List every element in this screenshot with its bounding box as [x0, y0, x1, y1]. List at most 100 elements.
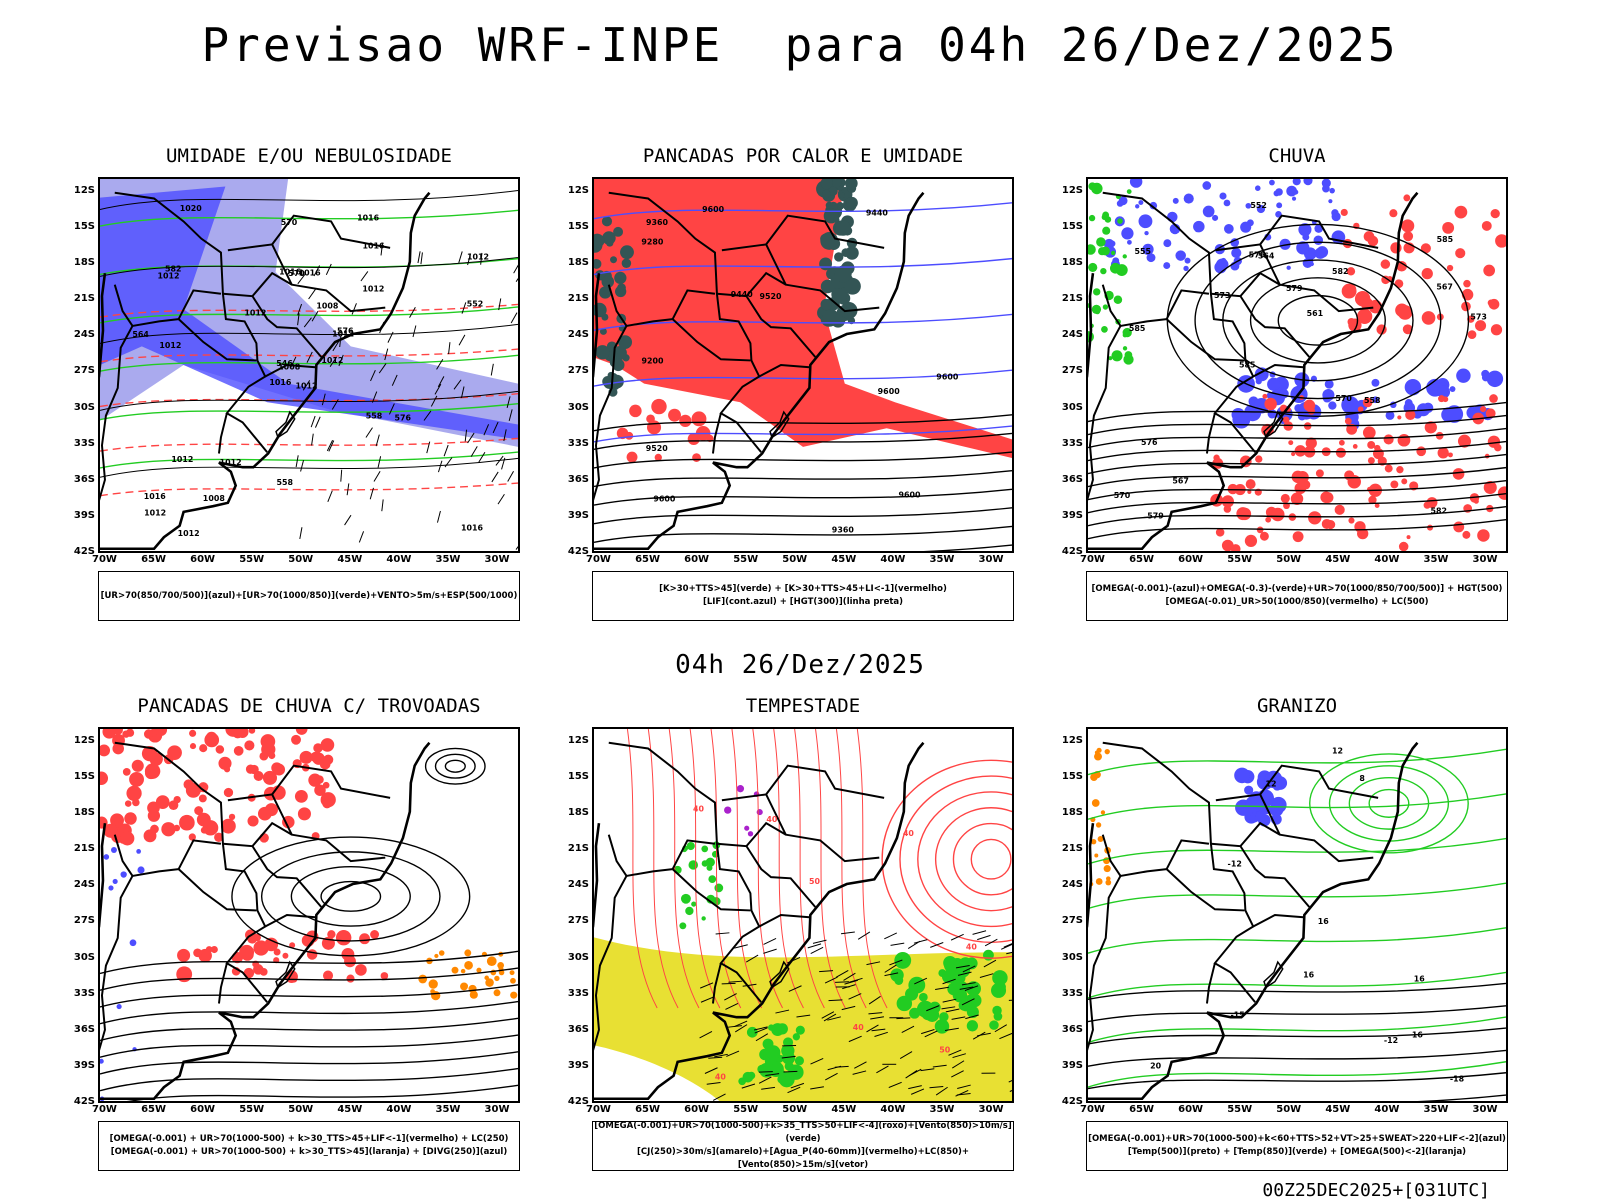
contour-value-label: 1008 — [203, 494, 226, 503]
streamline — [435, 754, 475, 778]
omega-blue-area — [1202, 181, 1211, 190]
thunderstorm-red-area — [126, 786, 141, 801]
thunderstorm-red-area — [298, 807, 311, 820]
longitude-label: 40W — [1374, 554, 1399, 565]
wind850-green-area — [989, 1020, 999, 1029]
contour-value-label: 552 — [1250, 201, 1267, 210]
wind-vector — [763, 949, 776, 953]
thunderstorm-orange-area — [434, 954, 438, 958]
wind850-green-area — [785, 1062, 794, 1071]
rain-red-area — [1246, 479, 1256, 489]
thunderstorm-red-area — [291, 735, 301, 745]
wind-vector — [977, 935, 990, 939]
panel-legend-2: [K>30+TTS>45](verde) + [K>30+TTS>45+LI<-… — [592, 571, 1014, 621]
country-border — [265, 915, 315, 926]
thunderstorm-orange-area — [494, 976, 499, 981]
divergence-blue-area — [108, 885, 113, 890]
panel-title-1: UMIDADE E/OU NEBULOSIDADE — [58, 145, 560, 167]
omega-blue-area — [1195, 228, 1200, 233]
latitude-label: 27S — [71, 915, 95, 926]
thunderstorm-red-area — [150, 825, 159, 834]
contour-value-label: 573 — [1470, 313, 1487, 322]
contour-value-label: 558 — [277, 478, 294, 487]
wind850-green-area — [691, 902, 696, 907]
thunderstorm-orange-area — [464, 961, 473, 970]
contour-value-label: 567 — [1436, 282, 1453, 291]
rain-red-area — [1397, 415, 1401, 419]
thunderstorm-red-area — [148, 810, 160, 822]
latitude-label: 33S — [565, 988, 589, 999]
longitude-label: 30W — [485, 1104, 510, 1115]
divergence-blue-area — [121, 871, 127, 877]
latitude-label: 24S — [565, 879, 589, 890]
rain-red-area — [1322, 519, 1332, 529]
thunderstorm-red-area — [224, 788, 233, 797]
wind-vector — [808, 944, 821, 948]
streamline — [445, 760, 465, 772]
latitude-label: 15S — [565, 771, 589, 782]
hgt300-contour — [594, 471, 1012, 487]
hgt300-contour — [594, 508, 1012, 524]
omega-green-area — [1100, 268, 1106, 274]
latitude-label: 33S — [565, 438, 589, 449]
map-canvas — [100, 729, 518, 1101]
heat-moisture-teal — [602, 216, 612, 226]
wind-vector — [811, 947, 823, 953]
rain-red-area — [1385, 465, 1393, 473]
thunderstorm-red-area — [247, 815, 258, 826]
temp500-contour — [1088, 1006, 1506, 1022]
longitude-label: 35W — [929, 1104, 954, 1115]
longitude-label: 60W — [684, 1104, 709, 1115]
panel-title-5: TEMPESTADE — [552, 695, 1054, 717]
longitude-label: 45W — [1325, 554, 1350, 565]
rain-red-area — [1483, 265, 1495, 277]
thunderstorm-red-area — [307, 949, 317, 959]
omega-blue-area — [1130, 179, 1142, 188]
rain-red-area — [1403, 231, 1413, 241]
latitude-label: 33S — [1059, 438, 1083, 449]
thunderstorm-red-area — [370, 930, 379, 939]
wind-arrow — [492, 472, 498, 482]
omega-green-area — [1089, 215, 1095, 221]
contour-value-label: 585 — [1437, 235, 1454, 244]
wind850-green-area — [992, 970, 1007, 985]
omega-green-area — [1111, 350, 1122, 361]
omega-blue-area — [1276, 202, 1282, 208]
thunderstorm-red-area — [322, 799, 331, 808]
wind850-green-area — [738, 1077, 746, 1085]
wind850-green-area — [943, 956, 957, 970]
rain-red-area — [1477, 529, 1489, 541]
contour-value-label: 1012 — [144, 508, 166, 517]
instability-red-area — [679, 415, 691, 427]
omega-green-area — [1088, 244, 1096, 254]
omega-blue-area — [1135, 204, 1139, 208]
longitude-label: 35W — [1423, 554, 1448, 565]
wind850-green-area — [688, 860, 698, 869]
thunderstorm-red-area — [100, 772, 108, 785]
heat-moisture-teal — [821, 299, 832, 310]
longitude-label: 65W — [141, 554, 166, 565]
contour-value-label: 1012 — [171, 455, 193, 464]
heat-moisture-teal — [835, 220, 850, 235]
wind850-green-area — [679, 922, 686, 929]
thunderstorm-red-area — [274, 949, 281, 956]
contour-value-label: 12 — [1266, 779, 1277, 788]
omega500-orange-area — [1105, 880, 1111, 886]
omega-green-area — [1114, 295, 1123, 304]
rain-red-area — [1335, 505, 1345, 515]
thunderstorm-red-area — [346, 975, 354, 983]
divergence-blue-area — [130, 939, 137, 946]
streamline — [262, 852, 440, 941]
contour-value-label: 40 — [715, 1072, 727, 1081]
rain-red-area — [1262, 394, 1267, 399]
omega-blue-area — [1456, 368, 1470, 382]
contour-value-label: 1012 — [220, 458, 242, 467]
longitude-label: 50W — [782, 554, 807, 565]
contour-value-label: 1016 — [269, 378, 292, 387]
contour-value-label: 555 — [1135, 247, 1152, 256]
latitude-label: 36S — [71, 1024, 95, 1035]
thunderstorm-orange-area — [487, 956, 497, 966]
wind-arrow — [459, 251, 462, 262]
omega-blue-area — [1331, 209, 1338, 216]
heat-moisture-teal — [595, 345, 609, 359]
